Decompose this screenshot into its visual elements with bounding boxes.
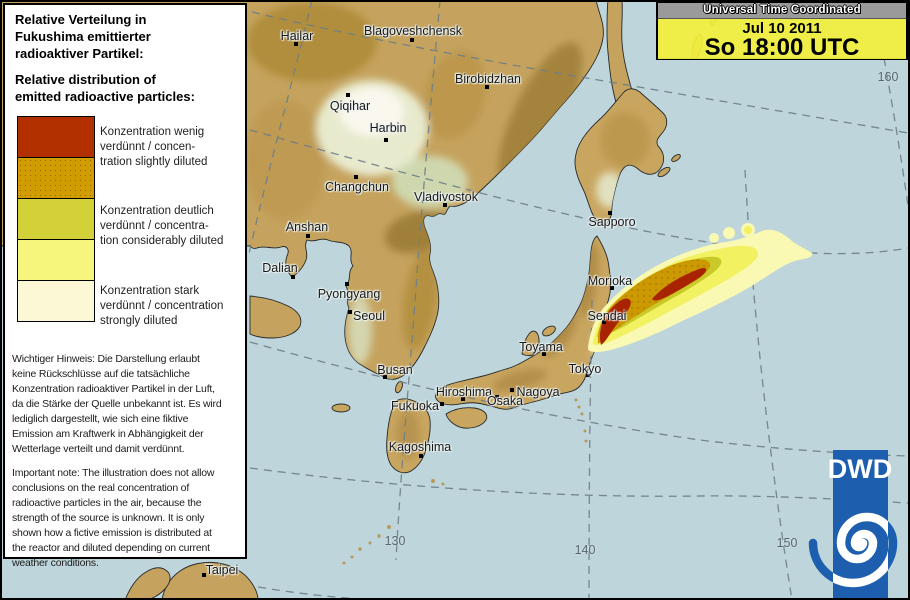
city-dot-hailar (294, 42, 298, 46)
city-dot-fukuoka (440, 402, 444, 406)
time-box-date: Jul 10 2011 (742, 20, 822, 37)
city-label-birobidzhan: Birobidzhan (454, 72, 522, 86)
city-dot-toyama (542, 352, 546, 356)
legend-note-german: Wichtiger Hinweis: Die Darstellung erlau… (12, 353, 222, 455)
legend-swatch-4 (17, 280, 95, 322)
legend-color-scale (17, 116, 95, 322)
city-dot-taipei (202, 573, 206, 577)
city-dot-sapporo (608, 211, 612, 215)
city-label-fukuoka: Fukuoka (391, 399, 439, 413)
legend-scale-label-strongly-diluted: Konzentration stark verdünnt / concentra… (100, 285, 224, 327)
city-label-hailar: Hailar (280, 29, 314, 43)
city-label-pyongyang: Pyongyang (317, 287, 381, 301)
city-dot-nagoya (510, 388, 514, 392)
legend-scale-label-considerably-diluted: Konzentration deutlich verdünnt / concen… (100, 205, 224, 247)
city-dot-changchun (354, 175, 358, 179)
meridian-120 (247, 0, 313, 259)
city-dot-harbin (384, 138, 388, 142)
landmass-taiwan (161, 561, 259, 600)
city-dot-blagoveshchensk (410, 38, 414, 42)
plume-group (588, 223, 813, 352)
plume-core-a (652, 267, 707, 301)
city-dot-tokyo (586, 373, 590, 377)
city-dot-sendai (602, 320, 606, 324)
grid-label-130: 130 (384, 534, 406, 548)
island-kuril-2 (671, 154, 681, 162)
city-label-anshan: Anshan (285, 220, 329, 234)
time-box-body: Jul 10 2011 So 18:00 UTC (658, 19, 906, 61)
landmass-china-coast (124, 567, 171, 600)
grid-label-150: 150 (776, 536, 798, 550)
legend-swatch-2 (17, 198, 95, 240)
landmass-shikoku (445, 407, 488, 429)
city-label-seoul: Seoul (353, 309, 385, 323)
city-label-dalian: Dalian (262, 261, 298, 275)
plume-core-b (599, 298, 631, 345)
city-dot-dalian (291, 275, 295, 279)
legend-swatch-0 (17, 116, 95, 158)
city-dot-seoul (348, 310, 352, 314)
plume-blob-0b (723, 227, 735, 239)
landmass-shandong (249, 295, 302, 339)
city-label-taipei: Taipei (205, 563, 239, 577)
island-kuril-1 (657, 166, 671, 178)
city-label-morioka: Morioka (587, 274, 633, 288)
city-label-harbin: Harbin (369, 121, 407, 135)
city-dot-birobidzhan (485, 85, 489, 89)
city-label-sapporo: Sapporo (588, 215, 636, 229)
time-box: Universal Time Coordinated Jul 10 2011 S… (656, 1, 908, 60)
meridian-130 (395, 0, 441, 561)
city-label-osaka: Osaka (486, 394, 524, 408)
dwd-logo: DWD (808, 450, 898, 600)
dwd-spiral-inner (833, 512, 888, 588)
island-sado (542, 325, 556, 337)
terrain-shading (245, 2, 650, 460)
city-label-changchun: Changchun (325, 180, 389, 194)
city-label-busan: Busan (377, 363, 413, 377)
city-label-tokyo: Tokyo (568, 362, 602, 376)
time-box-utc: So 18:00 UTC (704, 34, 860, 61)
city-dot-morioka (610, 286, 614, 290)
city-dot-anshan (306, 234, 310, 238)
grid-label-140: 140 (574, 543, 596, 557)
grid-label-160: 160 (877, 70, 899, 84)
parallel-1 (251, 11, 909, 134)
city-label-kagoshima: Kagoshima (388, 440, 452, 454)
city-label-sendai: Sendai (587, 309, 627, 323)
city-dot-vladivostok (443, 203, 447, 207)
legend-scale-label-slightly-diluted: Konzentration wenig verdünnt / concen- t… (100, 126, 208, 168)
city-label-toyama: Toyama (519, 340, 563, 354)
legend-title-german: Relative Verteilung in Fukushima emittie… (15, 12, 151, 61)
city-dot-qiqihar (346, 93, 350, 97)
meridian-160 (883, 57, 910, 223)
city-dot-busan (383, 375, 387, 379)
plume-blob-0a (709, 233, 719, 243)
city-label-vladivostok: Vladivostok (414, 190, 478, 204)
meridian-150 (744, 169, 793, 600)
legend-panel: Relative Verteilung in Fukushima emittie… (3, 3, 247, 569)
legend-note-english: Important note: The illustration does no… (12, 467, 215, 569)
landmass-noto (521, 330, 540, 357)
city-dot-pyongyang (345, 282, 349, 286)
legend-swatch-1 (17, 157, 95, 199)
city-label-nagoya: Nagoya (516, 385, 560, 399)
legend-title-english: Relative distribution of emitted radioac… (15, 72, 195, 104)
parallel-2 (249, 129, 909, 255)
city-dot-kagoshima (419, 454, 423, 458)
dwd-logo-text: DWD (828, 454, 892, 484)
city-label-blagoveshchensk: Blagoveshchensk (364, 24, 462, 38)
plume-blob-1a (744, 226, 752, 234)
island-jeju (331, 403, 351, 413)
city-label-hiroshima: Hiroshima (435, 385, 493, 399)
island-specks (342, 398, 588, 565)
city-dot-hiroshima (461, 397, 465, 401)
city-label-qiqihar: Qiqihar (329, 99, 371, 113)
city-dot-osaka (495, 395, 499, 399)
legend-swatch-3 (17, 239, 95, 281)
time-box-header: Universal Time Coordinated (658, 3, 906, 19)
